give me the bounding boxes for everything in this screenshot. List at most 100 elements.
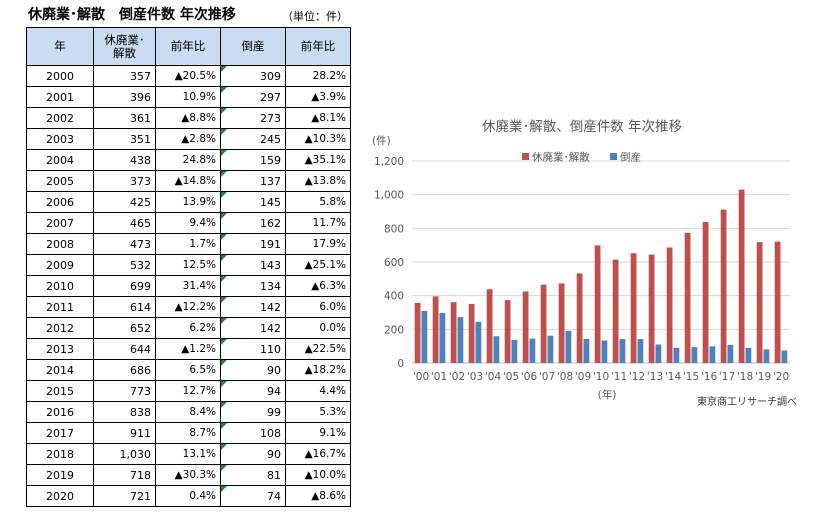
table-row: 2001 396 10.9% 297 ▲3.9%: [26, 86, 351, 108]
table-row: 2018 1,030 13.1% 90 ▲16.7%: [26, 443, 351, 465]
cell-closures: 465: [93, 212, 156, 234]
cell-bankruptcy-yoy: 17.9%: [285, 233, 351, 255]
bankruptcy-bar: [583, 338, 590, 363]
cell-bankruptcy-yoy: 28.2%: [285, 65, 351, 87]
cell-closures: 686: [93, 359, 156, 381]
chart-canvas: 休廃業･解散、倒産件数 年次推移 (件) 0 200 400 600 800 1,000 1,2…: [372, 118, 790, 401]
cell-bankruptcy-yoy: 9.1%: [285, 422, 351, 444]
bankruptcy-bar: [655, 344, 662, 363]
cell-bankruptcy: 309: [220, 65, 286, 87]
cell-year: 2005: [26, 170, 94, 192]
header-year: 年: [26, 27, 94, 66]
cell-year: 2007: [26, 212, 94, 234]
bankruptcy-bar: [727, 344, 734, 363]
y-tick-label: 1,200: [374, 156, 404, 168]
cell-bankruptcy: 145: [220, 191, 286, 213]
cell-year: 2016: [26, 401, 94, 423]
x-tick-label: '08: [557, 371, 573, 383]
bankruptcy-bar: [745, 347, 752, 363]
cell-closures-yoy: 6.5%: [155, 359, 221, 381]
cell-bankruptcy: 90: [220, 443, 286, 465]
x-tick-label: '18: [737, 371, 753, 383]
cell-closures-yoy: 6.2%: [155, 317, 221, 339]
cell-closures-yoy: ▲20.5%: [155, 65, 221, 87]
header-closures: 休廃業･ 解散: [93, 27, 156, 66]
cell-closures: 351: [93, 128, 156, 150]
cell-bankruptcy: 90: [220, 359, 286, 381]
cell-closures: 644: [93, 338, 156, 360]
cell-closures: 721: [93, 485, 156, 507]
cell-bankruptcy: 74: [220, 485, 286, 507]
cell-bankruptcy: 143: [220, 254, 286, 276]
cell-bankruptcy-yoy: ▲10.3%: [285, 128, 351, 150]
closures-bar: [738, 189, 745, 363]
cell-bankruptcy-yoy: ▲10.0%: [285, 464, 351, 486]
cell-closures: 773: [93, 380, 156, 402]
cell-closures-yoy: 13.9%: [155, 191, 221, 213]
cell-closures-yoy: ▲12.2%: [155, 296, 221, 318]
closures-bar: [432, 296, 439, 363]
bankruptcy-bar: [619, 339, 626, 363]
x-tick-label: '10: [593, 371, 609, 383]
table-row: 2019 718 ▲30.3% 81 ▲10.0%: [26, 464, 351, 486]
table-row: 2011 614 ▲12.2% 142 6.0%: [26, 296, 351, 318]
y-tick-label: 0: [397, 358, 404, 370]
cell-year: 2015: [26, 380, 94, 402]
bankruptcy-bar: [601, 340, 608, 363]
x-tick-label: '02: [449, 371, 465, 383]
x-tick-label: '06: [521, 371, 538, 383]
cell-year: 2003: [26, 128, 94, 150]
cell-bankruptcy-yoy: ▲6.3%: [285, 275, 351, 297]
table-row: 2016 838 8.4% 99 5.3%: [26, 401, 351, 423]
header-closures-line1: 休廃業･: [104, 32, 145, 47]
cell-closures: 1,030: [93, 443, 156, 465]
cell-closures-yoy: 1.7%: [155, 233, 221, 255]
table-row: 2008 473 1.7% 191 17.9%: [26, 233, 351, 255]
bar-chart: 休廃業･解散、倒産件数 年次推移 (件) 0 200 400 600 800 1,000 1,2…: [362, 106, 820, 416]
legend-swatch: [610, 153, 617, 160]
legend-swatch: [522, 153, 529, 160]
cell-closures-yoy: 10.9%: [155, 86, 221, 108]
closures-bar: [576, 273, 583, 363]
bankruptcy-bar: [781, 350, 788, 363]
cell-bankruptcy: 297: [220, 86, 286, 108]
closures-bar: [450, 302, 457, 363]
bankruptcy-bar: [529, 338, 536, 363]
table-row: 2002 361 ▲8.8% 273 ▲8.1%: [26, 107, 351, 129]
cell-year: 2006: [26, 191, 94, 213]
bankruptcy-bar: [763, 349, 770, 363]
cell-year: 2011: [26, 296, 94, 318]
x-tick-label: '04: [485, 371, 502, 383]
closures-bar: [414, 302, 421, 363]
cell-bankruptcy-yoy: 11.7%: [285, 212, 351, 234]
cell-year: 2013: [26, 338, 94, 360]
cell-bankruptcy-yoy: ▲8.6%: [285, 485, 351, 507]
table-unit-label: （単位：件）: [282, 10, 348, 23]
cell-bankruptcy: 162: [220, 212, 286, 234]
cell-closures: 652: [93, 317, 156, 339]
table-row: 2020 721 0.4% 74 ▲8.6%: [26, 485, 351, 507]
cell-bankruptcy: 273: [220, 107, 286, 129]
cell-closures-yoy: 12.5%: [155, 254, 221, 276]
cell-closures-yoy: ▲30.3%: [155, 464, 221, 486]
cell-closures-yoy: 12.7%: [155, 380, 221, 402]
legend-label: 倒産: [620, 151, 641, 164]
cell-bankruptcy-yoy: 5.3%: [285, 401, 351, 423]
cell-closures: 911: [93, 422, 156, 444]
header-bankruptcy: 倒産: [220, 27, 286, 66]
cell-year: 2008: [26, 233, 94, 255]
cell-bankruptcy-yoy: ▲13.8%: [285, 170, 351, 192]
closures-bar: [612, 259, 619, 363]
cell-year: 2000: [26, 65, 94, 87]
cell-bankruptcy: 94: [220, 380, 286, 402]
source-credit: 東京商工リサーチ調べ: [697, 397, 797, 408]
closures-bar: [486, 289, 493, 363]
cell-closures: 718: [93, 464, 156, 486]
closures-bar: [774, 241, 781, 363]
cell-closures-yoy: ▲1.2%: [155, 338, 221, 360]
cell-closures: 361: [93, 107, 156, 129]
cell-bankruptcy: 81: [220, 464, 286, 486]
cell-closures-yoy: 24.8%: [155, 149, 221, 171]
table-row: 2005 373 ▲14.8% 137 ▲13.8%: [26, 170, 351, 192]
cell-year: 2012: [26, 317, 94, 339]
